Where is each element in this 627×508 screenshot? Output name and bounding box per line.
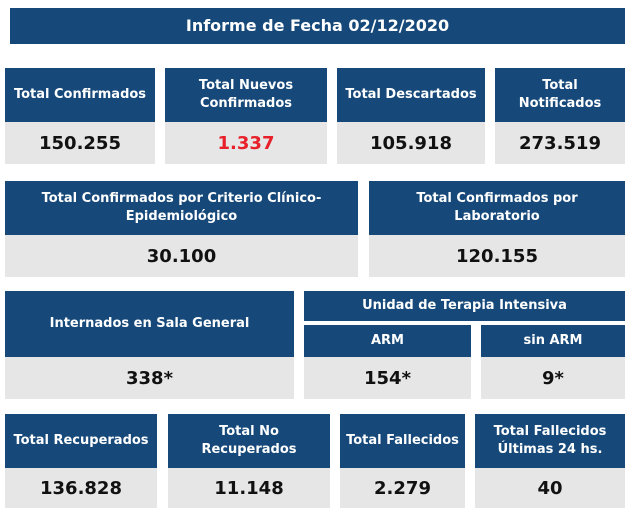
confirmados-laboratorio-value: 120.155	[369, 235, 625, 277]
total-descartados-value: 105.918	[337, 122, 485, 164]
uti-label: Unidad de Terapia Intensiva	[304, 291, 625, 321]
total-fallecidos-24hs-label: Total Fallecidos Últimas 24 hs.	[475, 414, 625, 468]
sin-arm-label: sin ARM	[481, 325, 625, 357]
internados-value: 338*	[5, 357, 294, 399]
confirmados-clinico-value: 30.100	[5, 235, 358, 277]
total-fallecidos-value: 2.279	[340, 468, 465, 508]
total-fallecidos-24hs-value: 40	[475, 468, 625, 508]
internados-label: Internados en Sala General	[5, 291, 294, 357]
report-title: Informe de Fecha 02/12/2020	[10, 8, 625, 44]
confirmados-laboratorio-label: Total Confirmados por Laboratorio	[369, 181, 625, 235]
confirmados-clinico-label: Total Confirmados por Criterio Clínico-E…	[5, 181, 358, 235]
total-notificados-label: Total Notificados	[495, 68, 625, 122]
total-no-recuperados-label: Total No Recuperados	[168, 414, 330, 468]
total-no-recuperados-value: 11.148	[168, 468, 330, 508]
total-confirmados-label: Total Confirmados	[5, 68, 155, 122]
arm-label: ARM	[304, 325, 471, 357]
total-notificados-value: 273.519	[495, 122, 625, 164]
total-confirmados-value: 150.255	[5, 122, 155, 164]
total-nuevos-confirmados-value: 1.337	[165, 122, 327, 164]
arm-value: 154*	[304, 357, 471, 399]
total-nuevos-confirmados-label: Total Nuevos Confirmados	[165, 68, 327, 122]
total-recuperados-value: 136.828	[5, 468, 157, 508]
total-recuperados-label: Total Recuperados	[5, 414, 157, 468]
total-descartados-label: Total Descartados	[337, 68, 485, 122]
total-fallecidos-label: Total Fallecidos	[340, 414, 465, 468]
sin-arm-value: 9*	[481, 357, 625, 399]
